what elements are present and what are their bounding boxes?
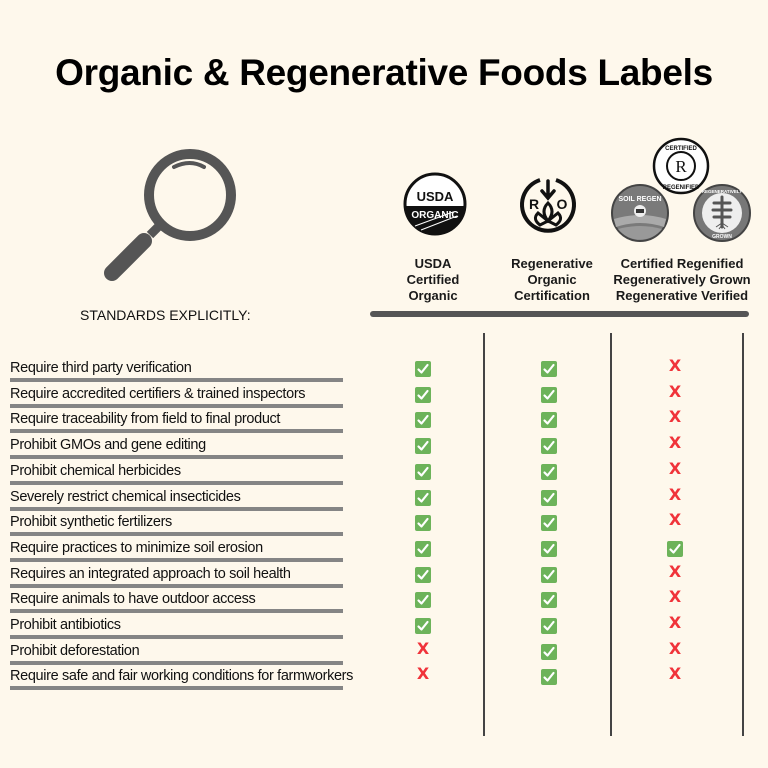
green-check-icon xyxy=(415,361,431,377)
red-x-icon: X xyxy=(668,433,682,453)
red-x-icon: X xyxy=(668,458,682,478)
green-check-icon xyxy=(541,412,557,429)
column-header-line: Regenerative Verified xyxy=(615,288,749,303)
green-check-icon xyxy=(541,669,557,686)
red-x-icon: X xyxy=(668,484,682,504)
row-label: Prohibit synthetic fertilizers xyxy=(10,514,172,531)
green-check-icon xyxy=(541,566,557,583)
row-divider xyxy=(10,583,343,588)
row-label: Require third party verification xyxy=(10,360,192,376)
row-divider xyxy=(10,557,343,562)
green-check-icon xyxy=(541,489,557,506)
row-label: Prohibit deforestation xyxy=(10,642,140,659)
row-divider xyxy=(10,609,343,614)
column-header-line: Regenerative xyxy=(511,256,593,271)
row-divider xyxy=(10,378,343,382)
column-divider xyxy=(742,333,744,736)
soil-regen-logo: SOIL REGEN xyxy=(611,184,669,242)
red-x-icon: X xyxy=(668,510,682,530)
row-label: Prohibit GMOs and gene editing xyxy=(10,437,206,454)
regenerative-organic-logo: R O xyxy=(520,178,576,233)
regenified-top-text: CERTIFIED xyxy=(665,146,697,152)
row-label: Requires an integrated approach to soil … xyxy=(10,565,291,582)
soil-regen-text: SOIL REGEN xyxy=(618,196,661,203)
organic-text: ORGANIC xyxy=(411,210,458,221)
row-label: Require accredited certifiers & trained … xyxy=(10,385,306,402)
row-label: Prohibit antibiotics xyxy=(10,617,121,633)
green-check-icon xyxy=(415,566,431,583)
regenified-bottom-text: REGENIFIED xyxy=(663,185,700,191)
green-check-icon xyxy=(415,386,431,403)
green-check-icon xyxy=(415,463,431,480)
red-x-icon: X xyxy=(668,561,682,581)
row-divider xyxy=(10,686,343,691)
red-x-icon: X xyxy=(668,638,682,658)
green-check-icon xyxy=(541,515,557,532)
magnifying-glass-icon xyxy=(104,149,236,281)
green-check-icon xyxy=(415,515,431,532)
standards-label: STANDARDS EXPLICITLY: xyxy=(80,307,251,323)
column-header-line: USDA xyxy=(414,256,452,271)
row-divider xyxy=(10,455,343,460)
column-header-line: Organic xyxy=(408,288,458,303)
ro-r-text: R xyxy=(529,196,539,212)
green-check-icon xyxy=(415,489,431,506)
row-label: Severely restrict chemical insecticides xyxy=(10,488,241,505)
green-check-icon xyxy=(541,592,557,609)
green-check-icon xyxy=(541,438,557,455)
red-x-icon: X xyxy=(416,664,430,684)
green-check-icon xyxy=(541,540,557,557)
row-label: Prohibit chemical herbicides xyxy=(10,462,181,479)
ro-o-text: O xyxy=(557,196,568,212)
regen-grown-top-text: REGENERATIVELY xyxy=(702,189,743,194)
column-divider xyxy=(483,333,485,736)
red-x-icon: X xyxy=(668,613,682,632)
green-check-icon xyxy=(541,643,557,660)
row-divider xyxy=(10,660,343,665)
row-label: Require safe and fair working conditions… xyxy=(10,668,354,685)
column-header-roc: Regenerative Organic Certification xyxy=(500,256,604,304)
green-check-icon xyxy=(415,618,431,634)
green-check-icon xyxy=(541,361,557,377)
row-label: Require traceability from field to final… xyxy=(10,411,281,428)
green-check-icon xyxy=(415,412,431,429)
regeneratively-grown-logo: REGENERATIVELY GROWN xyxy=(693,184,751,242)
green-check-icon xyxy=(541,386,557,403)
row-label: Require practices to minimize soil erosi… xyxy=(10,539,263,556)
row-divider xyxy=(10,635,343,639)
green-check-icon xyxy=(667,540,683,557)
green-check-icon xyxy=(541,618,557,634)
column-header-line: Certified xyxy=(406,272,460,287)
row-label: Require animals to have outdoor access xyxy=(10,591,256,608)
row-divider xyxy=(10,532,343,537)
row-divider xyxy=(10,403,343,408)
green-check-icon xyxy=(415,592,431,609)
column-header-line: Regeneratively Grown xyxy=(613,272,751,287)
certified-regenified-logo: R CERTIFIED REGENIFIED xyxy=(652,137,710,195)
header-divider-bar xyxy=(370,311,749,317)
green-check-icon xyxy=(415,438,431,455)
column-header-line: Organic xyxy=(527,272,577,287)
page-title: Organic & Regenerative Foods Labels xyxy=(55,52,713,93)
red-x-icon: X xyxy=(668,664,682,684)
row-divider xyxy=(10,506,343,511)
red-x-icon: X xyxy=(668,587,682,607)
green-check-icon xyxy=(415,540,431,557)
column-header-usda: USDA Certified Organic xyxy=(390,256,476,304)
usda-text: USDA xyxy=(417,189,454,204)
regenified-r-text: R xyxy=(675,157,687,176)
regen-grown-bottom-text: GROWN xyxy=(712,234,732,240)
column-divider xyxy=(610,333,612,736)
usda-organic-logo: USDA ORGANIC xyxy=(403,172,467,236)
column-header-line: Certification xyxy=(514,288,590,303)
column-header-line: Certified Regenified xyxy=(620,256,744,271)
green-check-icon xyxy=(541,463,557,480)
row-divider xyxy=(10,480,343,485)
red-x-icon: X xyxy=(668,381,682,401)
row-divider xyxy=(10,429,343,434)
red-x-icon: X xyxy=(416,638,430,658)
red-x-icon: X xyxy=(668,407,682,427)
red-x-icon: X xyxy=(668,356,682,375)
column-header-regenified: Certified Regenified Regeneratively Grow… xyxy=(607,256,757,304)
